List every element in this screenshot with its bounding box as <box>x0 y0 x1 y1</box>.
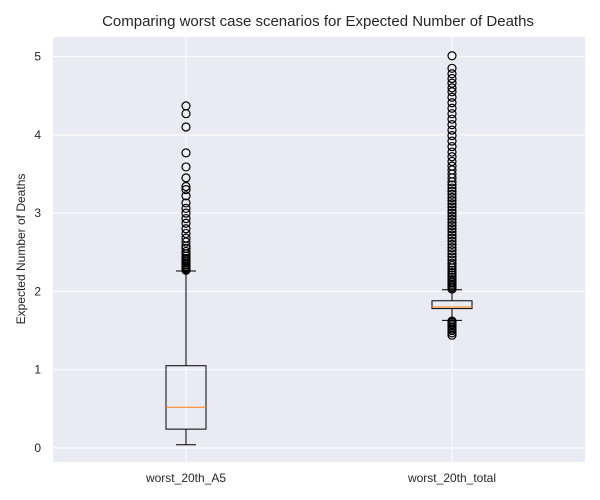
grid-lines <box>53 37 585 462</box>
box-plots <box>165 51 473 446</box>
box-group <box>165 101 207 446</box>
outlier-point <box>181 213 191 224</box>
outlier-point <box>447 249 457 259</box>
outlier-point <box>447 63 457 73</box>
outlier-point <box>447 227 457 237</box>
outlier-point <box>447 114 457 124</box>
outlier-point <box>181 185 191 195</box>
outlier-point <box>447 186 457 196</box>
outlier-point <box>447 199 457 209</box>
outlier-point <box>447 233 457 243</box>
outlier-point <box>181 148 191 158</box>
outlier-point <box>447 180 457 190</box>
y-tick-label: 1 <box>34 363 41 377</box>
iqr-box <box>431 300 473 310</box>
y-tick-label: 2 <box>34 284 41 298</box>
outlier-point <box>447 73 457 84</box>
outlier-point <box>447 242 457 253</box>
outlier-point <box>181 218 191 228</box>
outlier-point <box>447 270 457 280</box>
outlier-point <box>447 189 457 199</box>
outlier-point <box>181 198 191 208</box>
y-tick-label: 3 <box>34 206 41 220</box>
x-tick-label: worst_20th_A5 <box>145 471 226 485</box>
outlier-point <box>447 125 457 135</box>
outlier-point <box>447 224 457 234</box>
outlier-point <box>447 214 457 224</box>
outlier-point <box>181 122 191 132</box>
outlier-point <box>447 265 457 275</box>
outlier-point <box>447 147 457 157</box>
outlier-point <box>447 78 457 88</box>
outlier-point <box>447 183 457 193</box>
outlier-point <box>447 246 457 256</box>
outlier-point <box>447 208 457 218</box>
outlier-point <box>447 69 457 79</box>
outlier-point <box>447 141 457 152</box>
y-axis-label: Expected Number of Deaths <box>14 174 28 325</box>
outlier-point <box>181 237 191 247</box>
outlier-point <box>447 120 457 130</box>
outlier-point <box>181 228 191 239</box>
outlier-point <box>181 243 191 253</box>
iqr-box <box>165 365 207 430</box>
outlier-point <box>447 165 457 175</box>
outlier-point <box>181 224 191 234</box>
y-tick-labels: 0 1 2 3 4 5 <box>34 50 41 455</box>
plot-area <box>53 37 585 462</box>
outlier-point <box>447 252 457 262</box>
outlier-point <box>447 156 457 167</box>
y-tick-label: 5 <box>34 50 41 64</box>
outlier-point <box>181 181 191 192</box>
outlier-point <box>181 233 191 243</box>
outlier-point <box>181 173 191 183</box>
outlier-point <box>447 211 457 221</box>
outlier-point <box>181 208 191 218</box>
outlier-point <box>447 131 457 141</box>
outlier-point <box>181 191 191 201</box>
outlier-point <box>181 253 191 264</box>
outlier-point <box>447 103 457 113</box>
outlier-point <box>181 162 191 172</box>
outlier-point <box>447 328 457 338</box>
chart-title: Comparing worst case scenarios for Expec… <box>102 13 534 30</box>
box-group <box>431 51 473 340</box>
outlier-point <box>447 192 457 203</box>
x-tick-label: worst_20th_total <box>407 471 496 485</box>
y-tick-label: 4 <box>34 128 41 142</box>
outlier-point <box>447 272 457 282</box>
outlier-point <box>181 246 191 257</box>
outlier-point <box>447 267 457 278</box>
outlier-point <box>447 217 457 228</box>
outlier-point <box>447 161 457 171</box>
outlier-point <box>447 136 457 146</box>
outlier-point <box>447 230 457 240</box>
outlier-point <box>447 239 457 250</box>
outlier-point <box>447 51 457 61</box>
outlier-point <box>447 87 457 97</box>
outlier-point <box>447 221 457 231</box>
x-tick-labels: worst_20th_A5 worst_20th_total <box>145 471 496 485</box>
outlier-point <box>447 260 457 271</box>
outlier-point <box>447 98 457 108</box>
outlier-point <box>447 109 457 119</box>
outlier-point <box>447 152 457 162</box>
outlier-point <box>447 255 457 265</box>
outlier-point <box>447 195 457 206</box>
y-tick-label: 0 <box>34 441 41 455</box>
outlier-point <box>181 101 191 111</box>
outlier-point <box>447 92 457 102</box>
outlier-point <box>447 83 457 93</box>
outlier-point <box>447 316 457 326</box>
outlier-point <box>447 205 457 215</box>
outlier-point <box>181 203 191 214</box>
outlier-point <box>447 275 457 285</box>
outlier-point <box>447 258 457 268</box>
outlier-point <box>447 202 457 212</box>
outlier-point <box>447 236 457 246</box>
